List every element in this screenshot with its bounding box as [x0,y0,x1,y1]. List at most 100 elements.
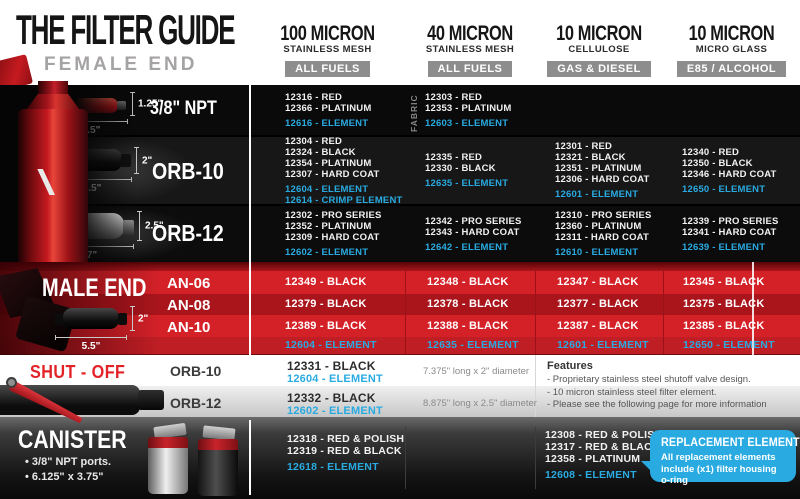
feature-item: - Proprietary stainless steel shutoff va… [547,374,751,385]
part-number: 12604 - ELEMENT [285,183,369,195]
replacement-elements-callout: REPLACEMENT ELEMENTS All replacement ele… [641,430,800,486]
part-number: 12650 - ELEMENT [682,183,766,195]
feature-item: - 10 micron stainless steel filter eleme… [547,386,717,398]
element-part-number: 12650 - ELEMENT [683,339,775,351]
dimension-height: 2.5" [137,211,164,241]
column-divider [535,355,536,417]
part-number: 12375 - BLACK [683,298,765,310]
element-part-number: 12635 - ELEMENT [427,339,519,351]
part-number: 12366 - PLATINUM [285,102,372,114]
part-number: 12309 - HARD COAT [285,232,380,243]
part-number: 12601 - ELEMENT [555,189,639,200]
parts-cell: 12301 - RED 12321 - BLACK 12351 - PLATINUM… [555,137,661,204]
parts-cell: 12340 - RED 12350 - BLACK 12346 - HARD COA… [682,137,798,204]
male-end-table: MALE END 2" 5.5" AN-06 AN-08 AN-10 12349… [0,262,800,355]
part-number: 12377 - BLACK [557,298,639,310]
section-title-male-end: MALE END [42,274,147,302]
part-number: 12610 - ELEMENT [555,247,639,258]
part-number: 12614 - CRIMP ELEMENT [285,194,403,206]
canister-photo [120,419,240,497]
column-micron-label: 40 MICRON [427,22,513,45]
column-header-10-micron-microglass: 10 MICRON MICRO GLASS E85 / ALCOHOL [663,22,800,77]
column-divider [405,271,406,354]
part-number: 12318 - RED & POLISH [287,433,405,445]
part-number: 12350 - BLACK [682,157,753,169]
column-micron-label: 10 MICRON [556,22,642,45]
row-label: ORB-10 [152,158,224,184]
part-number: 12618 - ELEMENT [287,461,379,473]
part-number: 12321 - BLACK [555,152,626,163]
an-fitting-photo [0,264,114,354]
note-item: • 3/8" NPT ports. [25,456,112,468]
canister-notes: • 3/8" NPT ports. • 6.125" x 3.75" [25,455,111,485]
part-number: 12346 - HARD COAT [682,168,777,180]
part-number: 12389 - BLACK [285,320,367,332]
row-label-orb12: ORB-12 [170,395,222,411]
part-number: 12341 - HARD COAT [682,226,777,238]
table-left-divider [249,85,251,355]
element-part-number: 12604 - ELEMENT [285,339,377,351]
row-label-an10: AN-10 [167,319,211,336]
fuel-badge: ALL FUELS [285,61,370,77]
part-number: 12330 - BLACK [425,163,496,174]
size-note: 8.875" long x 2.5" diameter [423,398,537,409]
section-label-female-end: FEMALE END [44,54,198,75]
part-number: 12324 - BLACK [285,146,356,158]
parts-cell [555,85,661,135]
part-number: 12317 - RED & BLACK [545,441,660,453]
parts-cell: 12318 - RED & POLISH 12319 - RED & BLACK 1… [287,433,404,473]
parts-cell: 12310 - PRO SERIES 12360 - PLATINUM 12311 … [555,206,661,262]
column-micron-label: 100 MICRON [280,22,375,45]
part-number: 12345 - BLACK [683,276,765,288]
part-number: 12307 - HARD COAT [285,168,380,180]
part-number: 12303 - RED [425,91,483,103]
part-number: 12301 - RED [555,141,613,152]
part-number: 12311 - HARD COAT [555,232,650,243]
part-number: 12358 - PLATINUM [545,453,641,465]
parts-cell: 12342 - PRO SERIES 12343 - HARD COAT 12642… [425,206,533,262]
part-number: 12388 - BLACK [427,320,509,332]
row-label-an08: AN-08 [167,297,211,314]
red-filter-photo [14,81,92,269]
header: THE FILTER GUIDE FEMALE END 100 MICRON S… [0,0,800,92]
dimension-height: 2" [130,306,148,331]
section-title-shutoff: SHUT - OFF [30,362,126,382]
part-number: 12332 - BLACK [287,391,376,405]
shutoff-table: SHUT - OFF ORB-10 ORB-12 12331 - BLACK 12… [0,355,800,420]
part-number: 12604 - ELEMENT [287,373,383,385]
element-part-number: 12601 - ELEMENT [557,339,649,351]
size-note: 7.375" long x 2" diameter [423,366,530,377]
part-number: 12379 - BLACK [285,298,367,310]
part-number: 12342 - PRO SERIES [425,215,522,227]
fuel-badge: ALL FUELS [427,61,513,77]
part-number: 12642 - ELEMENT [425,241,509,253]
column-divider [535,427,536,489]
part-number: 12378 - BLACK [427,298,509,310]
parts-cell: 12332 - BLACK 12602 - ELEMENT [287,392,383,418]
brand-logo-mark [28,169,62,195]
column-header-40-micron: 40 MICRON STAINLESS MESH ALL FUELS [405,22,535,77]
canister-table: CANISTER • 3/8" NPT ports. • 6.125" x 3.7… [0,417,800,499]
part-number: 12351 - PLATINUM [555,163,642,174]
part-number: 12335 - RED [425,152,483,163]
part-number: 12310 - PRO SERIES [555,210,652,221]
part-number: 12331 - BLACK [287,359,376,373]
column-divider [405,427,406,489]
parts-cell: 12308 - RED & POLISH 12317 - RED & BLACK 1… [545,429,662,481]
part-number: 12616 - ELEMENT [285,117,369,129]
dimension-length: 5.5" [55,335,127,352]
part-number: 12603 - ELEMENT [425,117,509,129]
column-header-10-micron-cellulose: 10 MICRON CELLULOSE GAS & DIESEL [535,22,663,77]
part-number: 12387 - BLACK [557,320,639,332]
part-number: 12347 - BLACK [557,276,639,288]
column-divider [535,271,536,354]
column-header-100-micron: 100 MICRON STAINLESS MESH ALL FUELS [250,22,405,77]
part-number: 12343 - HARD COAT [425,226,520,238]
part-number: 12306 - HARD COAT [555,174,650,185]
features-title: Features [547,360,593,372]
note-item: • 6.125" x 3.75" [25,471,104,483]
table-left-divider [249,420,251,495]
column-divider [663,271,664,354]
column-micron-label: 10 MICRON [688,22,775,45]
